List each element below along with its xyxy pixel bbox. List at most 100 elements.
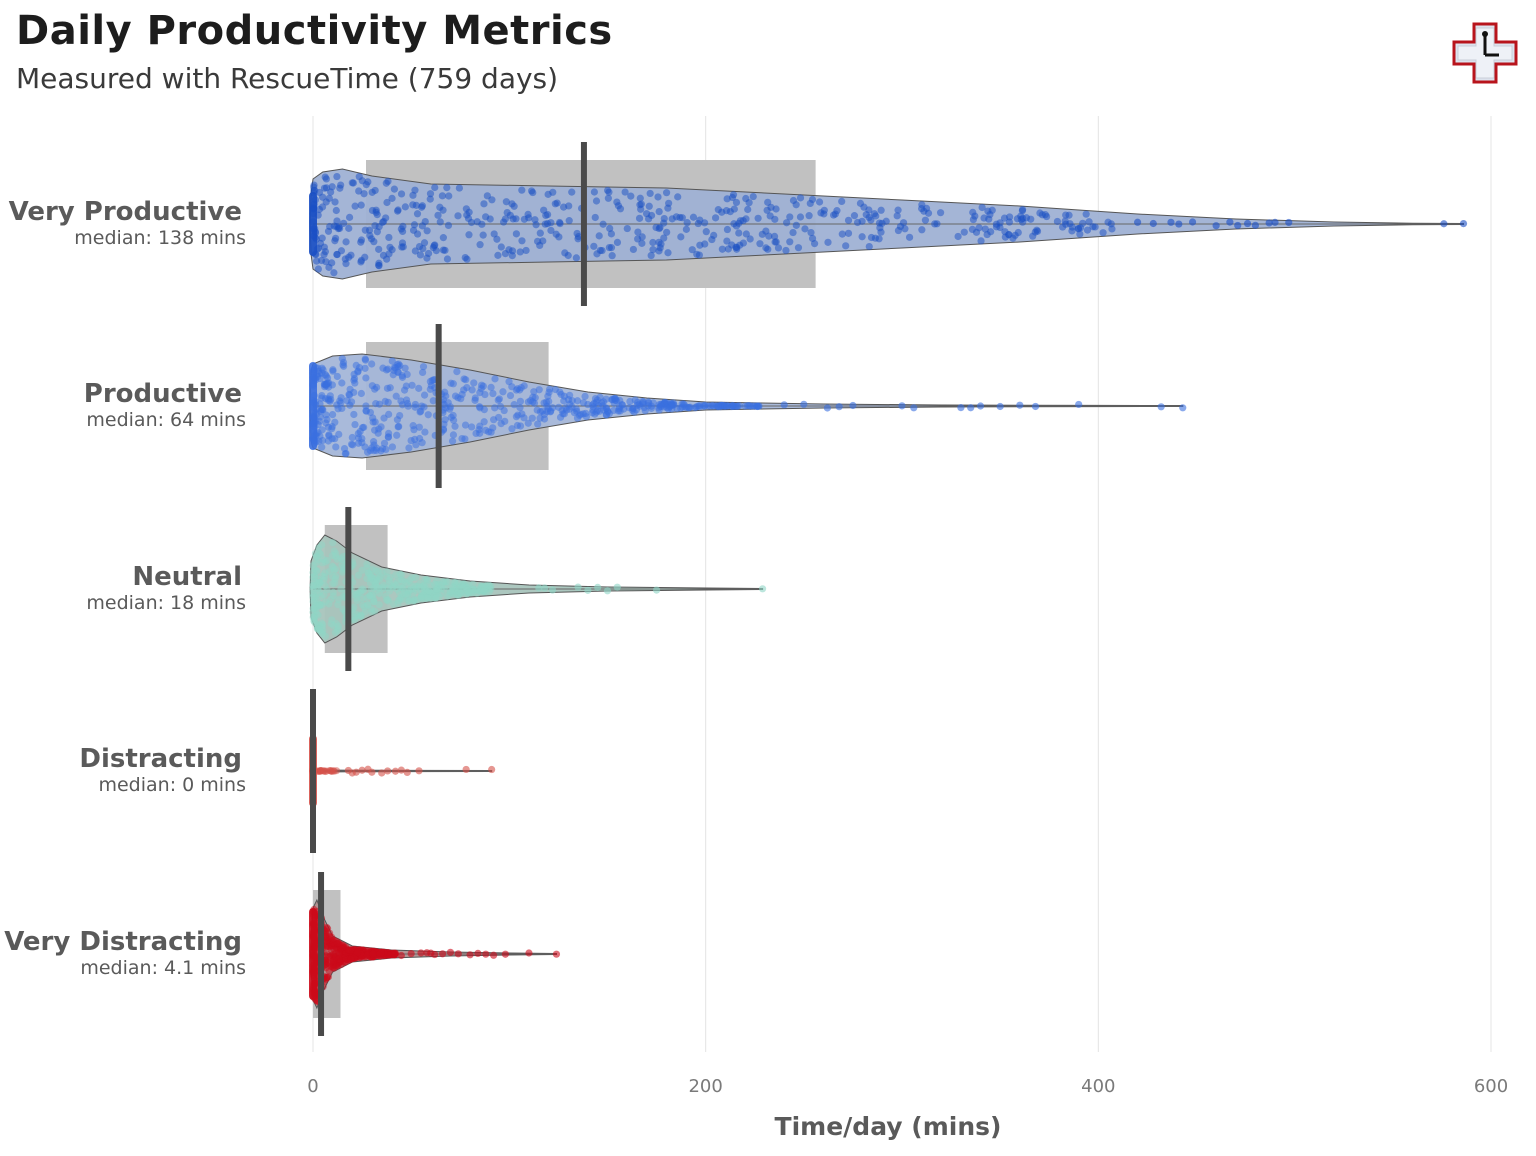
data-point — [649, 238, 657, 247]
data-point — [320, 576, 328, 584]
data-point — [764, 245, 772, 253]
data-point — [742, 194, 750, 203]
data-point — [465, 231, 473, 239]
data-point — [403, 399, 412, 408]
data-point — [456, 589, 465, 597]
data-point — [439, 246, 447, 254]
data-point — [639, 398, 648, 406]
data-point — [328, 259, 336, 267]
data-point — [461, 254, 469, 262]
data-point — [702, 228, 710, 236]
data-point — [446, 948, 455, 956]
data-point — [1243, 219, 1252, 228]
data-point — [325, 431, 333, 439]
data-point — [594, 583, 602, 591]
data-point — [723, 237, 731, 245]
data-point — [502, 198, 510, 206]
data-point — [503, 208, 511, 217]
data-point — [631, 396, 639, 404]
data-point — [592, 197, 601, 205]
data-point — [539, 237, 547, 245]
data-point — [431, 183, 439, 192]
data-point — [318, 391, 326, 400]
data-point — [512, 230, 520, 238]
data-point — [368, 768, 376, 776]
data-point — [397, 225, 405, 233]
data-point — [1014, 228, 1022, 237]
data-point — [1059, 223, 1067, 231]
data-point — [1016, 401, 1024, 409]
data-point — [423, 227, 431, 235]
data-point — [331, 234, 340, 242]
data-point — [714, 206, 722, 214]
data-point — [649, 399, 657, 407]
data-point — [351, 420, 359, 429]
data-point — [1027, 215, 1035, 223]
data-point — [398, 371, 406, 380]
data-point — [405, 596, 413, 605]
data-point — [969, 208, 977, 216]
data-point — [401, 203, 409, 211]
data-point — [321, 569, 329, 577]
data-point — [375, 601, 383, 609]
data-point — [448, 437, 457, 445]
data-point — [392, 571, 400, 579]
data-point — [420, 239, 429, 247]
data-point — [439, 578, 447, 586]
data-point — [522, 246, 530, 255]
data-point — [455, 184, 463, 192]
data-point — [655, 208, 663, 216]
data-point — [488, 196, 496, 204]
data-point — [858, 217, 866, 225]
data-point — [373, 576, 381, 585]
data-point — [324, 379, 332, 387]
data-point — [613, 198, 621, 206]
data-point — [1089, 223, 1097, 231]
data-point — [318, 234, 326, 242]
data-point — [621, 188, 629, 196]
data-point — [634, 235, 642, 243]
data-point — [547, 226, 555, 235]
data-point — [385, 410, 393, 418]
data-point — [411, 403, 419, 411]
data-point — [610, 406, 618, 415]
data-point — [555, 403, 563, 411]
data-point — [984, 207, 992, 215]
data-point — [936, 209, 945, 217]
data-point — [350, 374, 359, 383]
data-point — [862, 211, 870, 219]
data-point — [608, 252, 616, 260]
data-point — [381, 397, 389, 405]
data-point — [320, 243, 328, 251]
data-point — [918, 226, 926, 234]
data-point — [393, 207, 402, 215]
data-point — [447, 587, 455, 595]
data-point — [858, 233, 866, 241]
data-point — [309, 593, 317, 601]
data-point — [316, 413, 324, 421]
data-point — [491, 404, 499, 412]
data-point — [361, 364, 369, 372]
data-point — [315, 205, 324, 213]
data-point — [1076, 230, 1084, 238]
data-point — [534, 237, 542, 245]
data-point — [518, 237, 526, 245]
data-point — [421, 217, 429, 226]
data-point — [418, 202, 427, 210]
data-point — [430, 242, 438, 250]
data-point — [972, 228, 981, 236]
data-point — [501, 417, 509, 425]
data-point — [357, 389, 365, 398]
data-point — [407, 950, 415, 958]
data-point — [616, 407, 624, 415]
data-point — [603, 587, 612, 595]
data-point — [967, 404, 975, 412]
data-point — [361, 356, 370, 364]
data-point — [1036, 209, 1044, 217]
data-point — [431, 950, 439, 959]
data-point — [668, 215, 676, 223]
data-point — [1179, 404, 1187, 412]
data-point — [355, 364, 364, 372]
data-point — [342, 449, 350, 458]
data-point — [384, 584, 392, 592]
